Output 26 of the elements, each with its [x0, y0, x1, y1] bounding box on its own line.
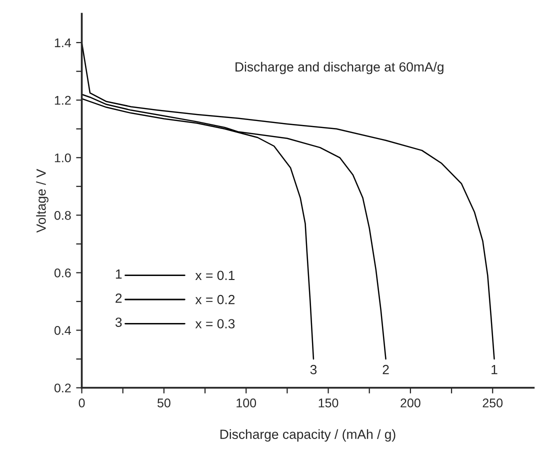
y-tick-label: 1.2 — [54, 96, 71, 105]
annotation: 3 — [310, 364, 317, 374]
text: 2 — [116, 293, 122, 303]
text: 1 — [116, 270, 122, 279]
y-tick-label: 1.4 — [54, 38, 71, 48]
y-tick-label: 0.6 — [54, 268, 71, 278]
legend-label: x = 0.1 — [195, 270, 235, 280]
y-tick-label: 1.0 — [54, 153, 71, 162]
y-tick-label: 0.4 — [54, 326, 71, 335]
annotation: 2 — [382, 364, 389, 374]
x-tick-label: 200 — [400, 398, 420, 408]
line-series — [82, 42, 495, 360]
x-tick-label: 0 — [78, 398, 85, 408]
x-tick-label: 150 — [318, 398, 338, 408]
x-tick-label: 250 — [482, 398, 503, 408]
legend-label: x = 0.2 — [195, 294, 235, 304]
y-tick-label: 0.2 — [54, 384, 71, 392]
text: Discharge and discharge at 60mA/g — [236, 62, 444, 74]
y-tick-label: 0.8 — [54, 210, 71, 220]
legend-label: x = 0.3 — [195, 319, 235, 328]
x-tick-label: 100 — [236, 398, 256, 408]
y-axis-title: Voltage / V — [36, 168, 48, 233]
x-axis-title: Discharge capacity / (mAh / g) — [220, 429, 396, 442]
text: 3 — [115, 318, 122, 327]
annotation: 1 — [492, 365, 498, 374]
x-tick-label: 50 — [157, 398, 170, 408]
